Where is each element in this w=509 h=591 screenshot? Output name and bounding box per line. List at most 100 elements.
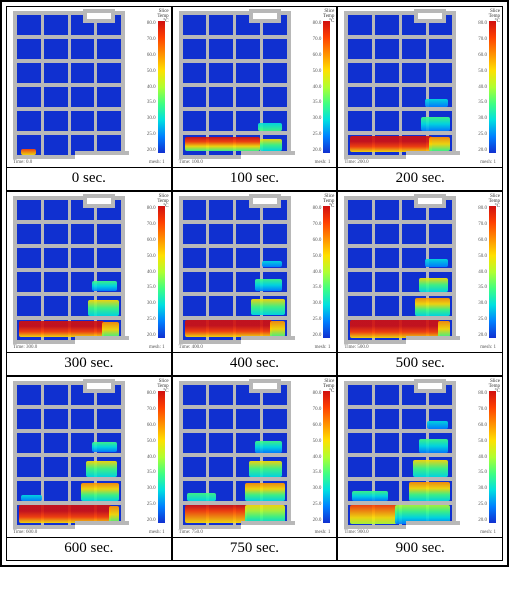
mesh-label: mesh: 1 bbox=[480, 530, 496, 535]
colorbar-tick: 40.0 bbox=[301, 270, 321, 275]
colorbar-ticks: 80.070.060.050.040.035.030.025.020.0 bbox=[467, 391, 487, 523]
colorbar bbox=[158, 206, 165, 338]
colorbar-tick: 70.0 bbox=[467, 222, 487, 227]
mesh-label: mesh: 1 bbox=[480, 345, 496, 350]
building-section bbox=[344, 381, 456, 529]
colorbar-tick: 35.0 bbox=[136, 470, 156, 475]
colorbar-tick: 40.0 bbox=[467, 85, 487, 90]
frame-caption: 500 sec. bbox=[338, 352, 502, 375]
time-label: Time: 200.0 bbox=[344, 160, 368, 165]
mesh-label: mesh: 1 bbox=[149, 345, 165, 350]
colorbar-tick: 50.0 bbox=[467, 439, 487, 444]
mesh-label: mesh: 1 bbox=[149, 160, 165, 165]
colorbar-tick: 25.0 bbox=[136, 317, 156, 322]
colorbar-tick: 60.0 bbox=[136, 423, 156, 428]
colorbar-tick: 60.0 bbox=[467, 423, 487, 428]
colorbar-tick: 35.0 bbox=[467, 285, 487, 290]
simulation-panel: Slice Temp °C80.070.060.050.040.035.030.… bbox=[7, 192, 171, 352]
colorbar-tick: 30.0 bbox=[136, 301, 156, 306]
colorbar-tick: 50.0 bbox=[301, 69, 321, 74]
frame-cell-900: Slice Temp °C80.070.060.050.040.035.030.… bbox=[337, 376, 503, 561]
colorbar-ticks: 80.070.060.050.040.035.030.025.020.0 bbox=[136, 206, 156, 338]
colorbar-tick: 50.0 bbox=[467, 69, 487, 74]
colorbar-tick: 30.0 bbox=[136, 116, 156, 121]
colorbar-tick: 40.0 bbox=[136, 455, 156, 460]
simulation-panel: Slice Temp °C80.070.060.050.040.035.030.… bbox=[338, 377, 502, 537]
building-section bbox=[13, 11, 125, 159]
colorbar-ticks: 80.070.060.050.040.035.030.025.020.0 bbox=[136, 21, 156, 153]
colorbar-tick: 35.0 bbox=[467, 470, 487, 475]
colorbar-tick: 30.0 bbox=[301, 301, 321, 306]
colorbar-tick: 80.0 bbox=[301, 391, 321, 396]
colorbar-tick: 30.0 bbox=[467, 301, 487, 306]
frame-caption: 400 sec. bbox=[173, 352, 337, 375]
simulation-panel: Slice Temp °C80.070.060.050.040.035.030.… bbox=[7, 7, 171, 167]
colorbar-tick: 70.0 bbox=[136, 407, 156, 412]
time-label: Time: 100.0 bbox=[179, 160, 203, 165]
frame-caption: 750 sec. bbox=[173, 537, 337, 560]
simulation-panel: Slice Temp °C80.070.060.050.040.035.030.… bbox=[173, 192, 337, 352]
colorbar-tick: 70.0 bbox=[301, 407, 321, 412]
colorbar bbox=[323, 206, 330, 338]
colorbar-tick: 30.0 bbox=[136, 486, 156, 491]
colorbar-tick: 80.0 bbox=[136, 391, 156, 396]
building-section bbox=[179, 381, 291, 529]
colorbar-tick: 35.0 bbox=[301, 285, 321, 290]
colorbar bbox=[323, 21, 330, 153]
frame-cell-0: Slice Temp °C80.070.060.050.040.035.030.… bbox=[6, 6, 172, 191]
building-section bbox=[179, 196, 291, 344]
time-label: Time: 750.0 bbox=[179, 530, 203, 535]
colorbar-tick: 30.0 bbox=[301, 116, 321, 121]
frame-caption: 100 sec. bbox=[173, 167, 337, 190]
colorbar-tick: 70.0 bbox=[467, 37, 487, 42]
time-label: Time: 500.0 bbox=[344, 345, 368, 350]
time-label: Time: 400.0 bbox=[179, 345, 203, 350]
colorbar-tick: 25.0 bbox=[301, 317, 321, 322]
colorbar-ticks: 80.070.060.050.040.035.030.025.020.0 bbox=[301, 206, 321, 338]
colorbar-tick: 60.0 bbox=[467, 53, 487, 58]
frame-cell-300: Slice Temp °C80.070.060.050.040.035.030.… bbox=[6, 191, 172, 376]
building-section bbox=[13, 381, 125, 529]
colorbar-tick: 20.0 bbox=[136, 333, 156, 338]
colorbar-tick: 40.0 bbox=[136, 85, 156, 90]
colorbar-ticks: 80.070.060.050.040.035.030.025.020.0 bbox=[301, 391, 321, 523]
colorbar-tick: 50.0 bbox=[467, 254, 487, 259]
colorbar-tick: 80.0 bbox=[467, 206, 487, 211]
frame-caption: 200 sec. bbox=[338, 167, 502, 190]
colorbar-tick: 20.0 bbox=[301, 518, 321, 523]
colorbar bbox=[158, 21, 165, 153]
building-section bbox=[13, 196, 125, 344]
colorbar-tick: 20.0 bbox=[136, 518, 156, 523]
frame-cell-750: Slice Temp °C80.070.060.050.040.035.030.… bbox=[172, 376, 338, 561]
colorbar-tick: 25.0 bbox=[467, 317, 487, 322]
time-label: Time: 0.0 bbox=[13, 160, 32, 165]
colorbar bbox=[323, 391, 330, 523]
frame-cell-600: Slice Temp °C80.070.060.050.040.035.030.… bbox=[6, 376, 172, 561]
figure-outer: Slice Temp °C80.070.060.050.040.035.030.… bbox=[0, 0, 509, 567]
simulation-panel: Slice Temp °C80.070.060.050.040.035.030.… bbox=[173, 7, 337, 167]
simulation-panel: Slice Temp °C80.070.060.050.040.035.030.… bbox=[7, 377, 171, 537]
time-label: Time: 600.0 bbox=[13, 530, 37, 535]
colorbar-ticks: 80.070.060.050.040.035.030.025.020.0 bbox=[467, 21, 487, 153]
colorbar-tick: 60.0 bbox=[301, 53, 321, 58]
time-label: Time: 900.0 bbox=[344, 530, 368, 535]
colorbar-tick: 25.0 bbox=[467, 502, 487, 507]
frame-caption: 0 sec. bbox=[7, 167, 171, 190]
colorbar-tick: 25.0 bbox=[467, 132, 487, 137]
colorbar-tick: 40.0 bbox=[301, 455, 321, 460]
colorbar-tick: 20.0 bbox=[136, 148, 156, 153]
time-label: Time: 300.0 bbox=[13, 345, 37, 350]
colorbar-tick: 60.0 bbox=[301, 423, 321, 428]
colorbar-tick: 20.0 bbox=[301, 333, 321, 338]
mesh-label: mesh: 1 bbox=[315, 530, 331, 535]
colorbar bbox=[489, 206, 496, 338]
colorbar-tick: 35.0 bbox=[301, 470, 321, 475]
frame-cell-400: Slice Temp °C80.070.060.050.040.035.030.… bbox=[172, 191, 338, 376]
frame-cell-200: Slice Temp °C80.070.060.050.040.035.030.… bbox=[337, 6, 503, 191]
colorbar-tick: 20.0 bbox=[467, 148, 487, 153]
simulation-panel: Slice Temp °C80.070.060.050.040.035.030.… bbox=[173, 377, 337, 537]
building-section bbox=[344, 196, 456, 344]
colorbar-tick: 50.0 bbox=[136, 69, 156, 74]
colorbar-tick: 60.0 bbox=[136, 238, 156, 243]
colorbar-tick: 40.0 bbox=[301, 85, 321, 90]
